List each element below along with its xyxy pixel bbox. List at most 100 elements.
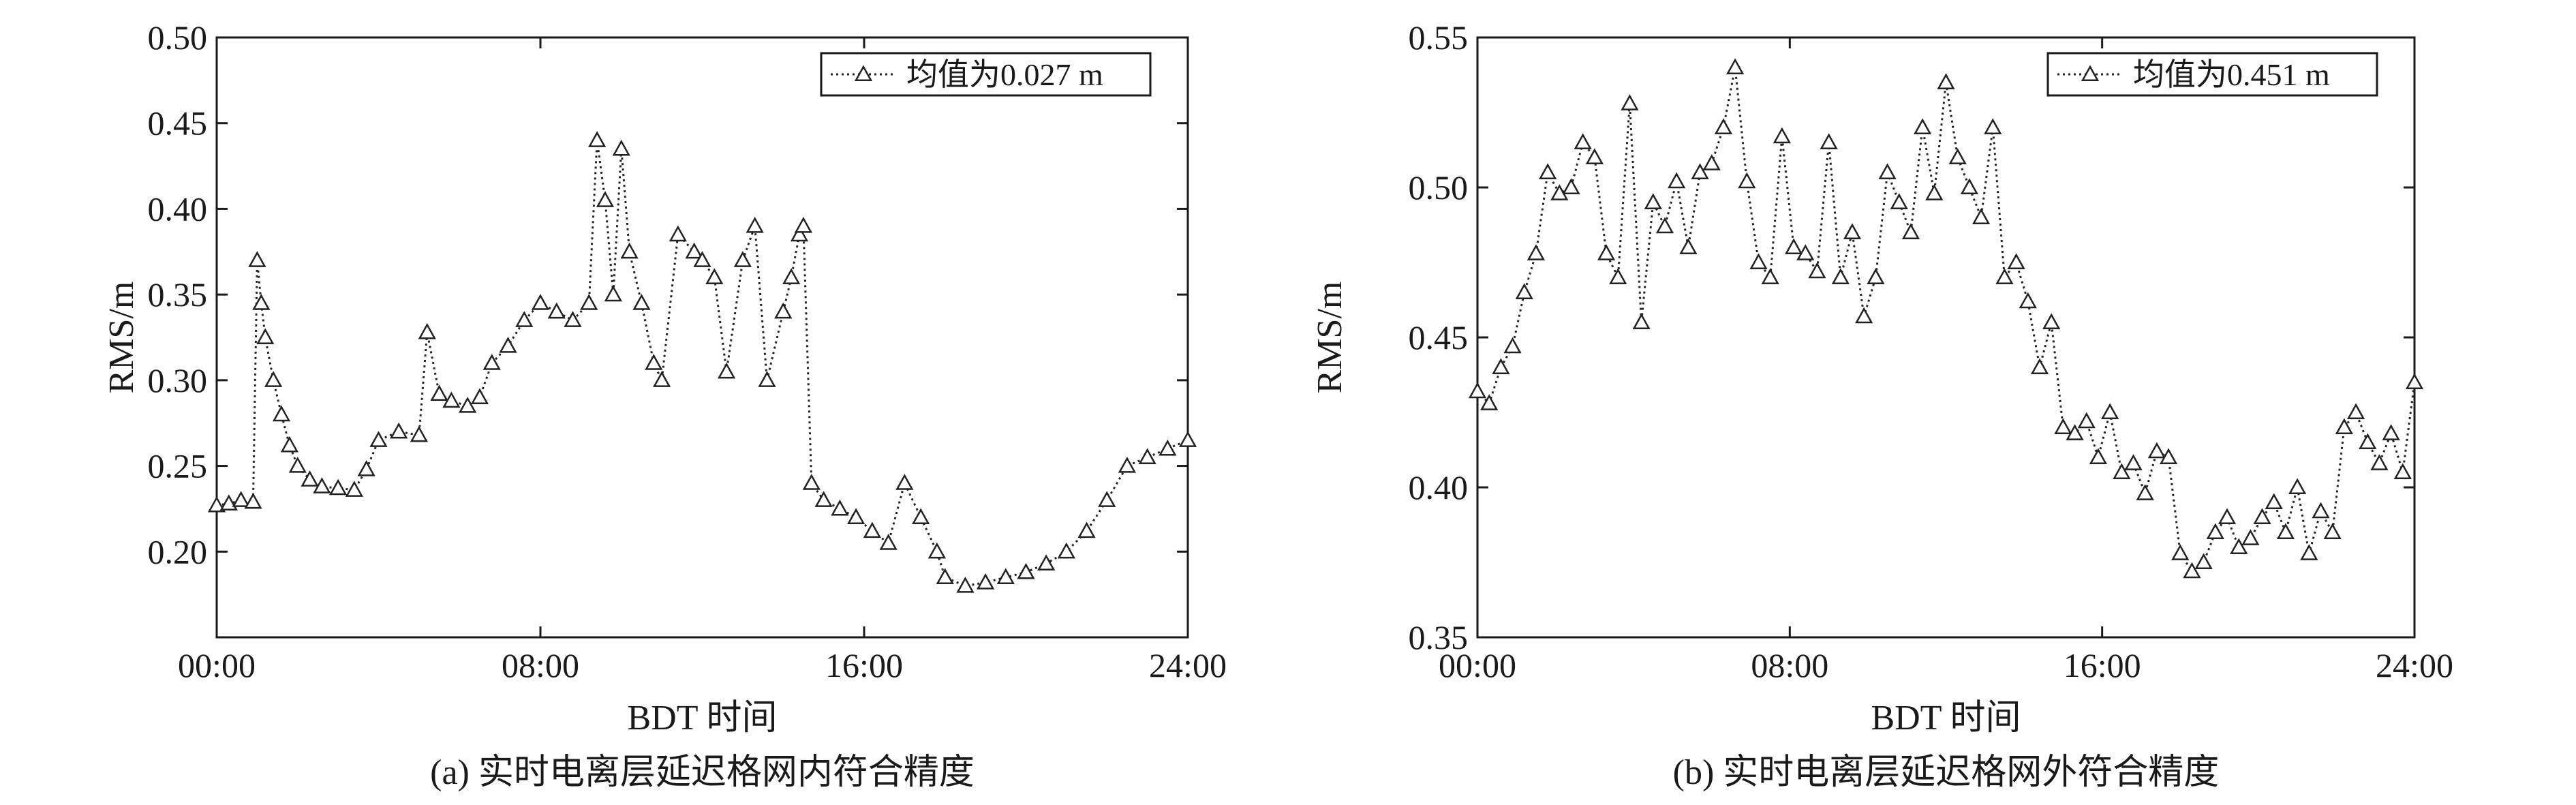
data-point: [2030, 358, 2049, 375]
x-tick-label: 08:00: [1751, 646, 1828, 684]
data-point: [2136, 484, 2154, 500]
data-point: [774, 302, 793, 319]
data-point: [2359, 433, 2377, 450]
data-point: [410, 425, 428, 442]
data-point: [1867, 268, 1885, 285]
data-point: [1562, 178, 1580, 195]
data-point: [1808, 262, 1826, 279]
y-tick-label: 0.40: [148, 189, 208, 228]
data-point: [357, 460, 375, 476]
data-point: [470, 388, 489, 405]
data-point: [564, 311, 582, 327]
data-point: [1843, 223, 1862, 240]
data-point: [1492, 358, 1510, 375]
data-point: [2323, 523, 2342, 540]
data-point: [1702, 154, 1721, 170]
x-tick-label: 24:00: [2376, 646, 2453, 684]
data-point: [1621, 94, 1639, 110]
data-point: [1796, 244, 1815, 260]
data-point: [2077, 412, 2096, 429]
data-point: [2124, 454, 2143, 470]
data-point: [1468, 382, 1487, 399]
legend-marker: [2081, 65, 2100, 82]
data-point: [2194, 553, 2213, 570]
data-point: [207, 496, 226, 513]
legend-box: [820, 52, 1152, 97]
series-line: [216, 140, 1189, 588]
data-point: [1644, 193, 1662, 210]
data-point: [1878, 163, 1897, 180]
data-point: [733, 251, 752, 267]
x-tick-label: 08:00: [502, 646, 579, 684]
chart-panel-a: 0.50 0.45 0.40 0.35 0.30 0.25 0.20 00:00 08:00 16…: [102, 18, 1227, 792]
data-point: [879, 534, 898, 550]
data-point: [390, 422, 408, 439]
data-point: [459, 396, 477, 413]
data-point: [1773, 127, 1791, 144]
data-point: [2370, 454, 2389, 470]
data-point: [1937, 73, 1955, 90]
data-point: [248, 251, 266, 267]
data-point: [1515, 283, 1533, 300]
data-point: [2382, 424, 2400, 440]
data-point: [1914, 118, 1932, 135]
data-point: [632, 294, 651, 310]
y-tick-label: 0.35: [148, 275, 208, 314]
data-point: [1948, 148, 1967, 165]
data-point: [2101, 403, 2119, 420]
data-point: [782, 268, 801, 285]
data-point: [1597, 244, 1616, 260]
data-point: [912, 508, 930, 525]
y-tick-label: 0.45: [1409, 318, 1469, 356]
data-point: [2288, 478, 2307, 495]
data-point: [705, 268, 724, 285]
data-point: [1057, 542, 1075, 559]
data-point: [1925, 184, 1944, 200]
data-point: [1017, 562, 1035, 579]
data-point: [802, 474, 821, 490]
data-point: [580, 294, 598, 310]
data-point: [2147, 442, 2166, 459]
data-point: [2312, 502, 2330, 519]
data-point: [264, 371, 283, 387]
data-point: [645, 354, 663, 370]
data-point: [345, 481, 363, 497]
data-point: [2230, 538, 2248, 555]
data-point: [996, 568, 1015, 585]
data-point: [1480, 394, 1499, 410]
data-point: [1574, 133, 1592, 150]
data-point: [620, 242, 639, 259]
data-point: [1118, 456, 1137, 473]
data-point: [863, 521, 881, 538]
data-point: [1995, 268, 2014, 285]
plot-frame: [215, 36, 1189, 639]
data-point: [693, 251, 711, 267]
data-point: [442, 391, 461, 408]
x-tick-label: 24:00: [1149, 646, 1227, 684]
y-tick-label: 0.55: [1409, 18, 1469, 57]
y-tick-label: 0.30: [148, 361, 208, 399]
data-point: [758, 371, 776, 387]
data-point: [588, 131, 607, 147]
x-tick-label: 00:00: [178, 646, 256, 684]
x-axis-label: BDT 时间: [627, 699, 777, 738]
data-point: [1679, 238, 1698, 255]
data-point: [2253, 508, 2271, 525]
data-point: [956, 576, 975, 593]
data-point: [256, 328, 275, 345]
data-point: [1855, 307, 1873, 324]
data-point: [1726, 58, 1745, 75]
data-point: [2019, 292, 2037, 309]
data-point: [2171, 544, 2190, 560]
data-point: [685, 242, 703, 259]
data-point: [790, 225, 809, 242]
data-point: [936, 568, 954, 585]
data-point: [2042, 313, 2061, 330]
data-point: [418, 322, 436, 339]
data-point: [669, 225, 687, 242]
data-point: [596, 191, 615, 207]
x-tick-label: 16:00: [825, 646, 903, 684]
legend-marker: [854, 65, 873, 82]
